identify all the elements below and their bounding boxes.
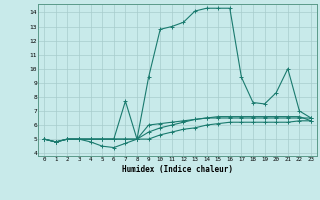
X-axis label: Humidex (Indice chaleur): Humidex (Indice chaleur) — [122, 165, 233, 174]
